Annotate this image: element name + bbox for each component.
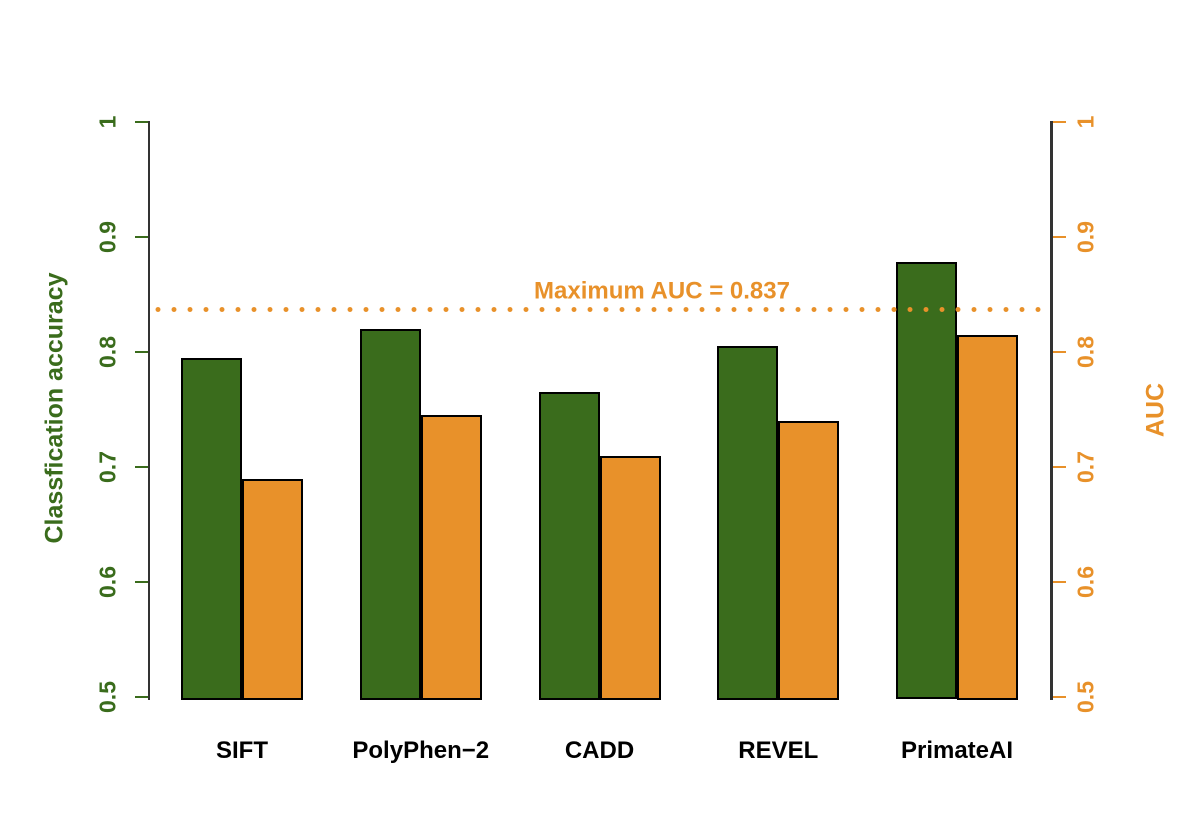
right-axis-tick-0.7 — [1052, 465, 1066, 469]
left-axis-tick-label-0.6: 0.6 — [94, 566, 121, 598]
bar-primateai-auc — [957, 334, 1018, 700]
left-axis-tick-label-0.9: 0.9 — [94, 221, 121, 253]
bar-cadd-accuracy — [538, 392, 600, 700]
bar-revel-accuracy — [717, 346, 779, 700]
right-y-axis-title: AUC — [1141, 382, 1170, 438]
left-axis-tick-label-0.7: 0.7 — [94, 451, 121, 483]
left-axis-tick-label-0.8: 0.8 — [94, 336, 121, 368]
right-axis-tick-0.9 — [1052, 235, 1066, 239]
right-y-axis-line — [1050, 121, 1053, 700]
x-label-polyphen-2: PolyPhen−2 — [352, 737, 490, 764]
max-auc-reference-line — [150, 306, 1050, 312]
right-axis-tick-0.6 — [1052, 580, 1066, 584]
bar-primateai-accuracy — [896, 262, 957, 700]
bar-polyphen-2-auc — [420, 415, 482, 700]
right-axis-tick-0.8 — [1052, 350, 1066, 354]
right-axis-tick-label-0.7: 0.7 — [1072, 451, 1099, 483]
right-axis-tick-label-0.8: 0.8 — [1072, 336, 1099, 368]
bar-sift-accuracy — [181, 357, 242, 700]
left-axis-tick-0.7 — [134, 465, 148, 469]
left-axis-tick-1 — [134, 120, 148, 124]
right-axis-tick-label-0.9: 0.9 — [1072, 221, 1099, 253]
x-label-primateai: PrimateAI — [900, 737, 1014, 764]
bar-revel-auc — [778, 421, 840, 700]
bar-sift-auc — [242, 478, 303, 700]
left-axis-tick-0.5 — [134, 695, 148, 699]
right-axis-tick-label-0.5: 0.5 — [1072, 681, 1099, 713]
bar-polyphen-2-accuracy — [359, 329, 421, 700]
max-auc-annotation: Maximum AUC = 0.837 — [534, 277, 790, 305]
left-axis-tick-0.9 — [134, 235, 148, 239]
right-axis-tick-1 — [1052, 120, 1066, 124]
left-y-axis-title: Classfication accuracy — [40, 272, 69, 544]
right-axis-tick-label-1: 1 — [1072, 115, 1099, 129]
left-axis-tick-0.8 — [134, 350, 148, 354]
x-label-sift: SIFT — [216, 737, 268, 764]
left-axis-tick-0.6 — [134, 580, 148, 584]
left-axis-tick-label-0.5: 0.5 — [94, 681, 121, 713]
x-label-cadd: CADD — [564, 737, 635, 764]
x-label-revel: REVEL — [738, 737, 819, 764]
left-y-axis-line — [147, 121, 150, 700]
right-axis-tick-label-0.6: 0.6 — [1072, 566, 1099, 598]
left-axis-tick-label-1: 1 — [94, 115, 121, 129]
bar-cadd-auc — [599, 455, 661, 700]
right-axis-tick-0.5 — [1052, 695, 1066, 699]
